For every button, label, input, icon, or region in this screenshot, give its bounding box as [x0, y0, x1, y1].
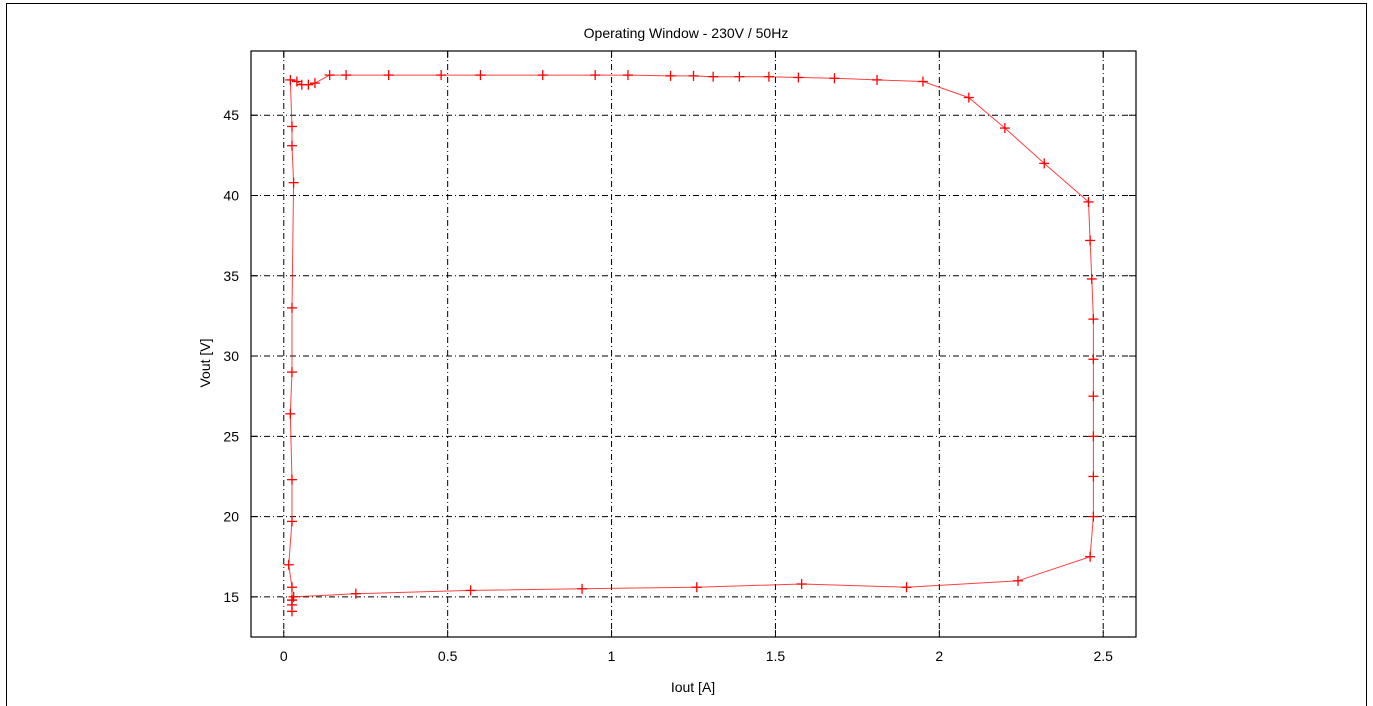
data-point-marker [288, 177, 299, 188]
data-point-marker [793, 72, 804, 83]
y-tick-label: 40 [223, 187, 239, 203]
data-point-marker [665, 70, 676, 81]
data-point-marker [285, 74, 296, 85]
axis-ticks: 0 0.5 1 1.5 2 2.5 15 20 25 30 35 40 45 [223, 51, 1136, 664]
data-series [283, 70, 1099, 617]
data-point-marker [286, 595, 297, 606]
x-tick-label: 1 [608, 648, 616, 664]
data-point-marker [436, 70, 447, 81]
plot-area [250, 50, 1137, 638]
data-point-marker [291, 76, 302, 87]
y-tick-label: 20 [223, 509, 239, 525]
x-tick-label: 0.5 [438, 648, 458, 664]
data-point-marker [465, 585, 476, 596]
data-point-marker [1085, 235, 1096, 246]
grid [251, 51, 1136, 637]
data-point-marker [286, 582, 297, 593]
data-point-marker [999, 123, 1010, 134]
data-point-marker [734, 71, 745, 82]
data-point-marker [350, 588, 361, 599]
series-line [288, 74, 1094, 612]
data-point-marker [1088, 471, 1099, 482]
data-point-marker [1088, 511, 1099, 522]
data-point-marker [829, 73, 840, 84]
data-point-marker [963, 92, 974, 103]
x-tick-label: 1.5 [766, 648, 786, 664]
data-point-marker [901, 582, 912, 593]
data-point-marker [1086, 273, 1097, 284]
data-point-marker [872, 74, 883, 85]
y-tick-label: 35 [223, 268, 239, 284]
data-point-marker [763, 71, 774, 82]
x-tick-label: 2.5 [1093, 648, 1113, 664]
data-point-marker [285, 408, 296, 419]
data-point-marker [1088, 391, 1099, 402]
figure-frame [6, 3, 1367, 706]
data-point-marker [1039, 158, 1050, 169]
data-point-marker [917, 76, 928, 87]
x-tick-label: 2 [935, 648, 943, 664]
data-point-marker [1088, 354, 1099, 365]
data-point-marker [691, 582, 702, 593]
x-tick-label: 0 [280, 648, 288, 664]
data-point-marker [283, 559, 294, 570]
data-point-marker [286, 474, 297, 485]
data-point-marker [286, 140, 297, 151]
data-point-marker [590, 70, 601, 81]
data-point-marker [1088, 431, 1099, 442]
data-point-marker [286, 121, 297, 132]
data-point-marker [537, 70, 548, 81]
data-point-marker [708, 71, 719, 82]
data-point-marker [383, 70, 394, 81]
y-tick-label: 15 [223, 589, 239, 605]
y-tick-label: 45 [223, 107, 239, 123]
y-tick-label: 25 [223, 428, 239, 444]
data-point-marker [1083, 196, 1094, 207]
data-point-marker [475, 70, 486, 81]
chart-title: Operating Window - 230V / 50Hz [584, 25, 789, 41]
data-point-marker [341, 70, 352, 81]
data-point-marker [1013, 575, 1023, 586]
data-point-marker [1088, 314, 1099, 325]
data-point-marker [688, 70, 699, 81]
data-point-marker [286, 367, 297, 378]
x-axis-label: Iout [A] [671, 679, 715, 695]
y-tick-label: 30 [223, 348, 239, 364]
data-point-marker [1085, 551, 1096, 562]
data-point-marker [622, 70, 633, 81]
y-axis-label: Vout [V] [197, 338, 213, 387]
data-point-marker [286, 302, 297, 313]
data-point-marker [324, 70, 335, 81]
data-point-marker [309, 78, 320, 89]
data-point-marker [796, 579, 807, 590]
data-point-marker [286, 516, 297, 527]
data-point-marker [577, 583, 588, 594]
